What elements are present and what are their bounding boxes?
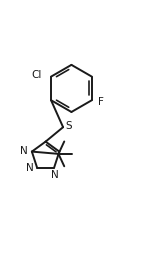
Text: N: N xyxy=(26,163,34,173)
Text: F: F xyxy=(98,97,104,107)
Text: S: S xyxy=(65,121,72,131)
Text: N: N xyxy=(51,170,59,180)
Text: N: N xyxy=(20,146,28,156)
Text: Cl: Cl xyxy=(32,70,42,80)
